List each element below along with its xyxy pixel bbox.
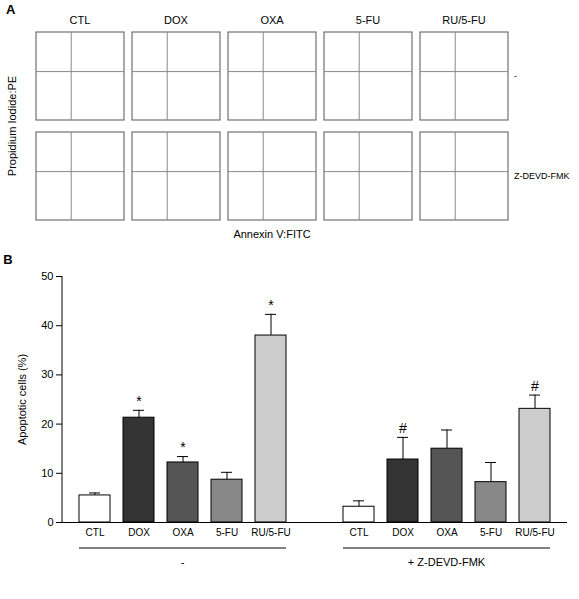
svg-text:OXA: OXA [436, 527, 457, 538]
svg-text:A: A [6, 2, 16, 17]
svg-text:*: * [268, 297, 274, 313]
svg-text:Annexin V:FITC: Annexin V:FITC [233, 228, 310, 240]
svg-text:Z-DEVD-FMK: Z-DEVD-FMK [514, 171, 570, 181]
svg-text:RU/5-FU: RU/5-FU [251, 527, 290, 538]
svg-text:+ Z-DEVD-FMK: + Z-DEVD-FMK [408, 556, 486, 568]
svg-text:CTL: CTL [70, 14, 91, 26]
svg-text:#: # [399, 420, 407, 436]
svg-text:5-FU: 5-FU [356, 14, 381, 26]
svg-text:-: - [514, 71, 517, 81]
svg-text:DOX: DOX [164, 14, 189, 26]
svg-text:30: 30 [41, 368, 53, 380]
svg-text:DOX: DOX [128, 527, 150, 538]
svg-text:5-FU: 5-FU [216, 527, 238, 538]
svg-text:OXA: OXA [260, 14, 284, 26]
svg-text:CTL: CTL [86, 527, 105, 538]
svg-text:10: 10 [41, 467, 53, 479]
svg-text:Propidium Iodide:PE: Propidium Iodide:PE [6, 76, 18, 176]
svg-text:0: 0 [47, 516, 53, 528]
svg-text:5-FU: 5-FU [480, 527, 502, 538]
svg-text:-: - [181, 556, 185, 568]
svg-text:CTL: CTL [350, 527, 369, 538]
svg-text:*: * [180, 439, 186, 455]
svg-text:OXA: OXA [172, 527, 193, 538]
svg-text:RU/5-FU: RU/5-FU [515, 527, 554, 538]
svg-text:DOX: DOX [392, 527, 414, 538]
svg-text:20: 20 [41, 418, 53, 430]
svg-text:B: B [3, 252, 12, 267]
svg-text:40: 40 [41, 319, 53, 331]
svg-text:*: * [136, 393, 142, 409]
svg-text:RU/5-FU: RU/5-FU [442, 14, 485, 26]
svg-text:#: # [531, 378, 539, 394]
svg-text:50: 50 [41, 270, 53, 282]
svg-text:Apoptotic cells (%): Apoptotic cells (%) [16, 354, 28, 445]
